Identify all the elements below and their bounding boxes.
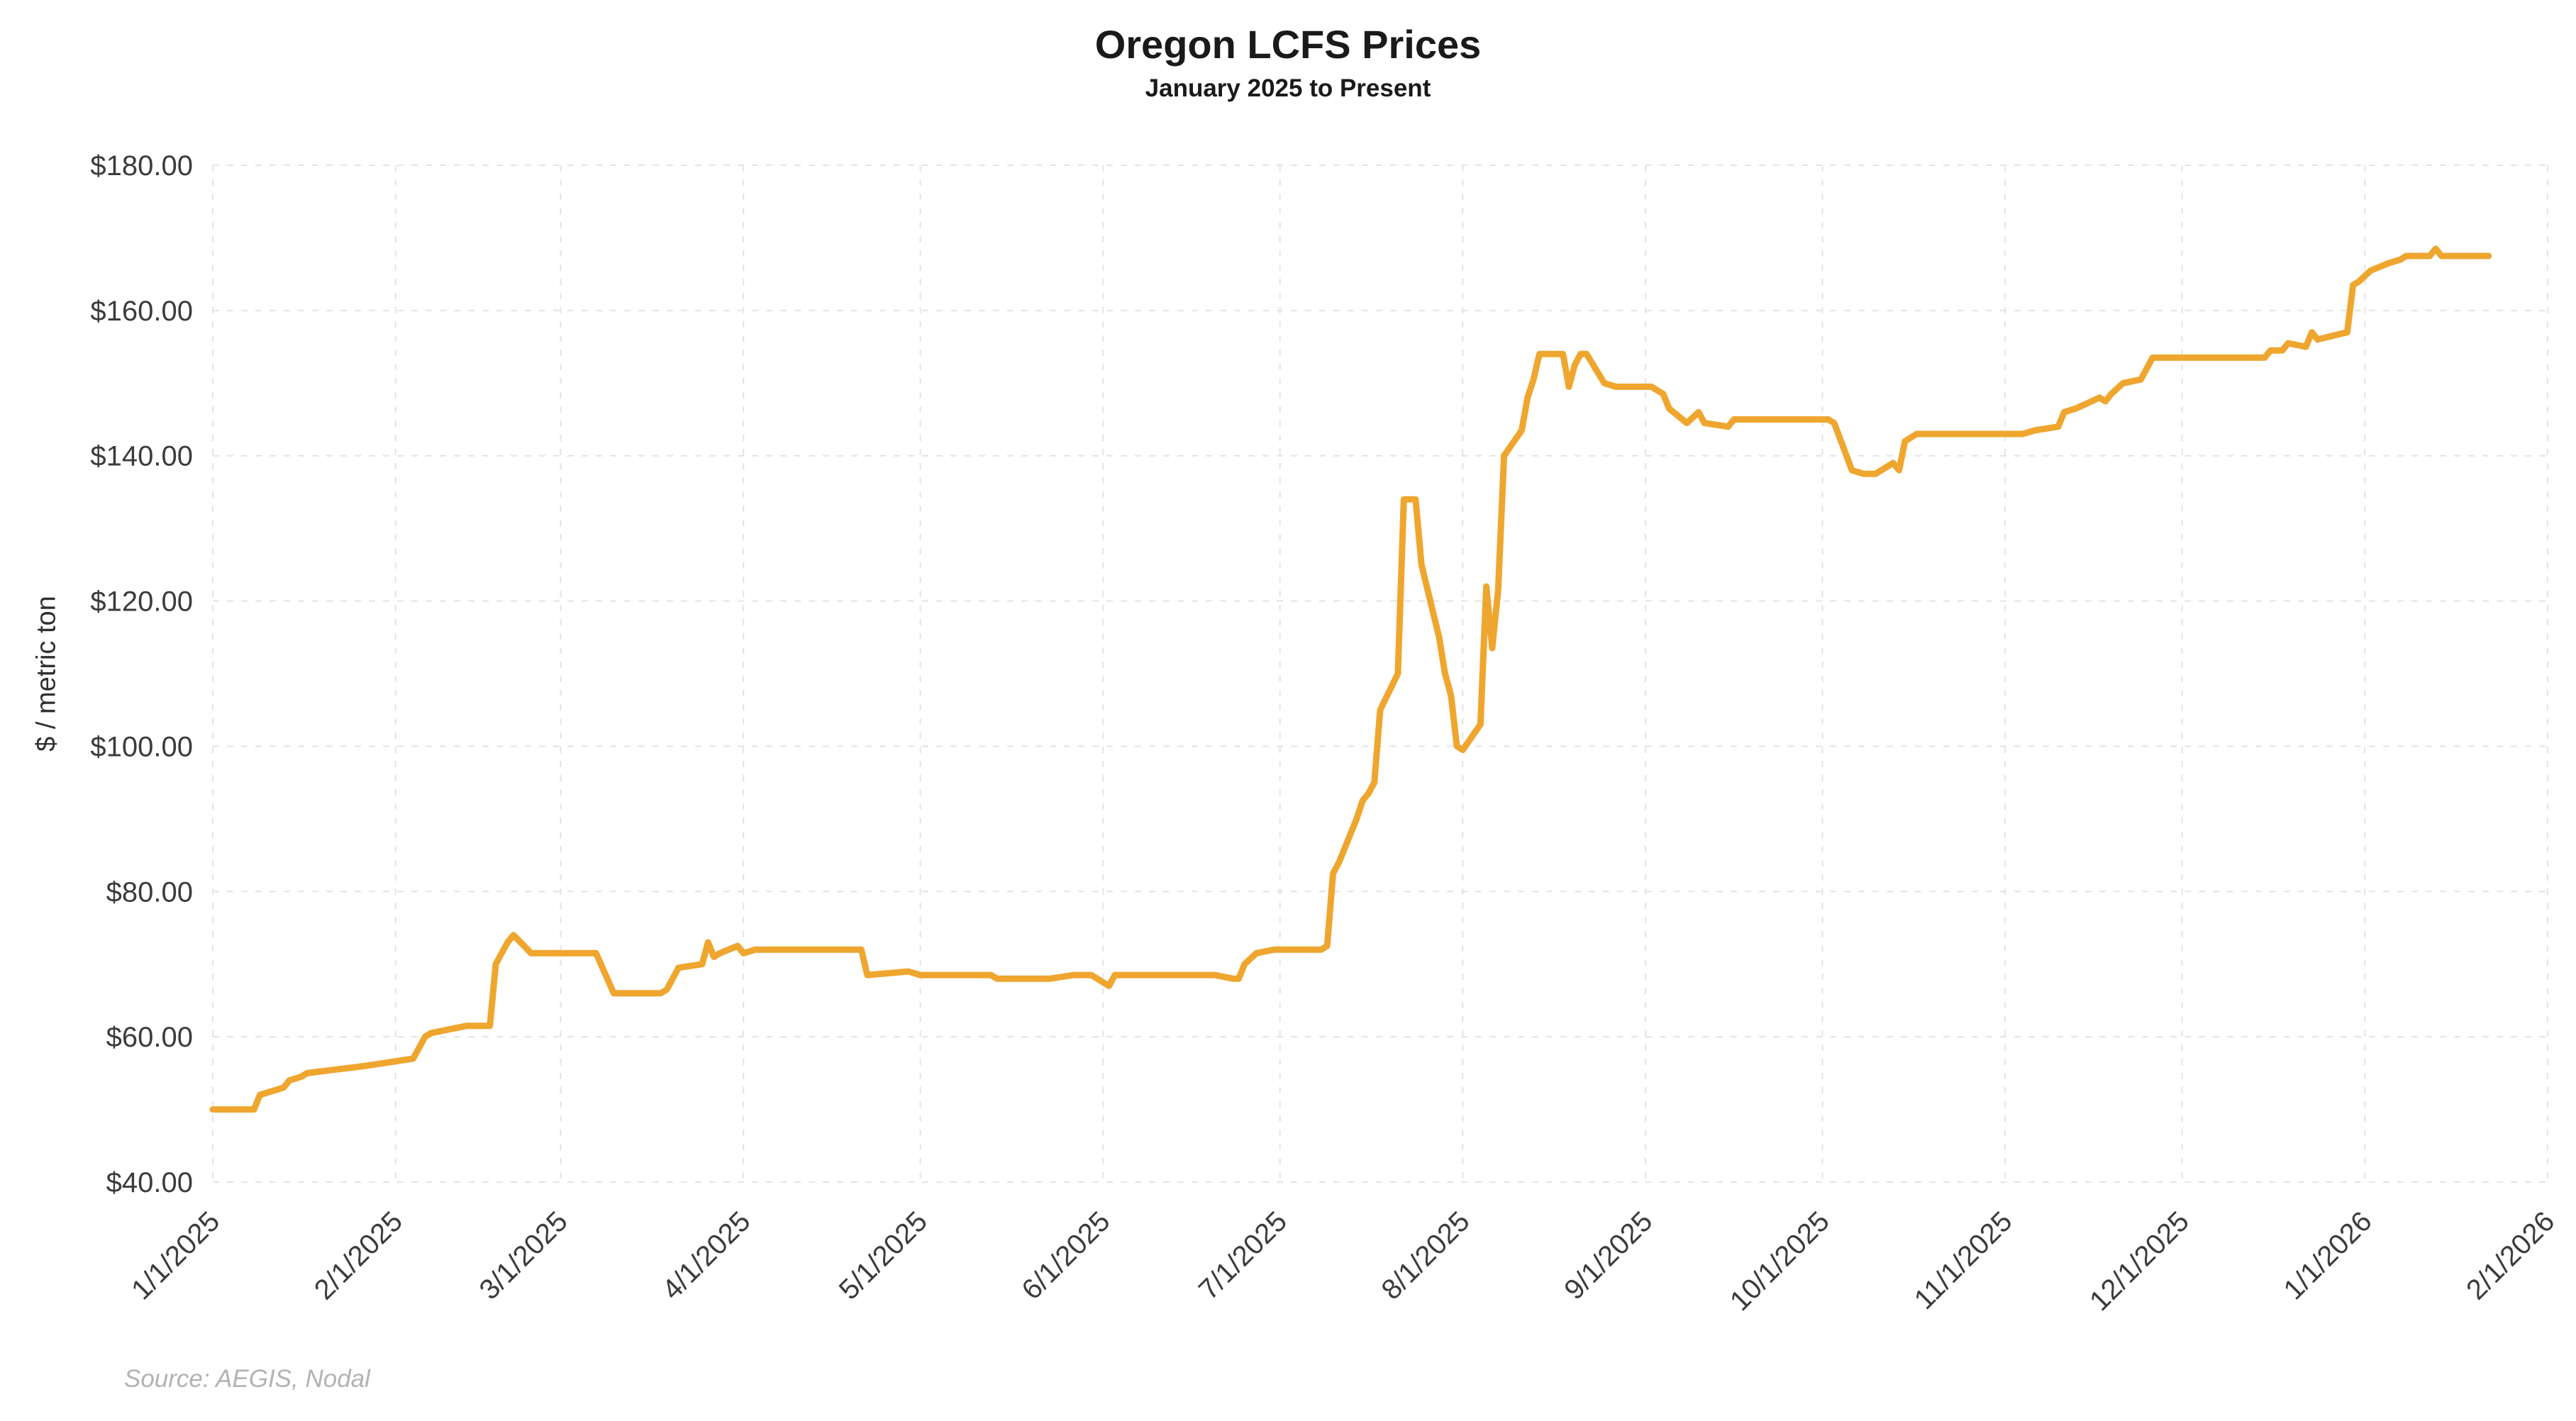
x-axis-tick-labels: 1/1/2025 2/1/2025 3/1/2025 4/1/2025 5/1/2025… bbox=[126, 1205, 2560, 1317]
y-tick-label: $180.00 bbox=[90, 150, 193, 182]
chart-title: Oregon LCFS Prices bbox=[1094, 22, 1482, 67]
x-tick-label: 1/1/2025 bbox=[126, 1205, 226, 1305]
y-tick-label: $160.00 bbox=[90, 296, 193, 327]
x-tick-label: 3/1/2025 bbox=[474, 1205, 574, 1305]
y-tick-label: $60.00 bbox=[106, 1022, 193, 1053]
y-tick-label: $40.00 bbox=[106, 1167, 193, 1198]
x-tick-label: 1/1/2026 bbox=[2277, 1205, 2377, 1305]
x-tick-label: 11/1/2025 bbox=[1909, 1205, 2019, 1315]
y-tick-label: $100.00 bbox=[90, 731, 193, 762]
y-tick-label: $140.00 bbox=[90, 441, 193, 472]
price-line bbox=[209, 245, 2492, 1113]
chart-subtitle: January 2025 to Present bbox=[1145, 74, 1431, 102]
x-tick-label: 2/1/2025 bbox=[309, 1205, 409, 1305]
x-tick-label: 5/1/2025 bbox=[833, 1205, 933, 1305]
y-tick-label: $80.00 bbox=[106, 876, 193, 908]
y-tick-label: $120.00 bbox=[90, 586, 193, 618]
source-note: Source: AEGIS, Nodal bbox=[124, 1365, 370, 1393]
x-tick-label: 2/1/2026 bbox=[2460, 1205, 2560, 1305]
x-tick-label: 7/1/2025 bbox=[1193, 1205, 1293, 1305]
x-tick-label: 6/1/2025 bbox=[1016, 1205, 1116, 1305]
x-tick-label: 12/1/2025 bbox=[2084, 1205, 2195, 1317]
x-tick-label: 8/1/2025 bbox=[1376, 1205, 1476, 1305]
x-tick-label: 4/1/2025 bbox=[656, 1205, 756, 1305]
y-axis-tick-labels: $40.00 $60.00 $80.00 $100.00 $120.00 $140.00 $… bbox=[90, 150, 193, 1198]
gridlines bbox=[212, 165, 2548, 1183]
x-tick-label: 9/1/2025 bbox=[1558, 1205, 1658, 1305]
x-tick-label: 10/1/2025 bbox=[1724, 1205, 1836, 1317]
